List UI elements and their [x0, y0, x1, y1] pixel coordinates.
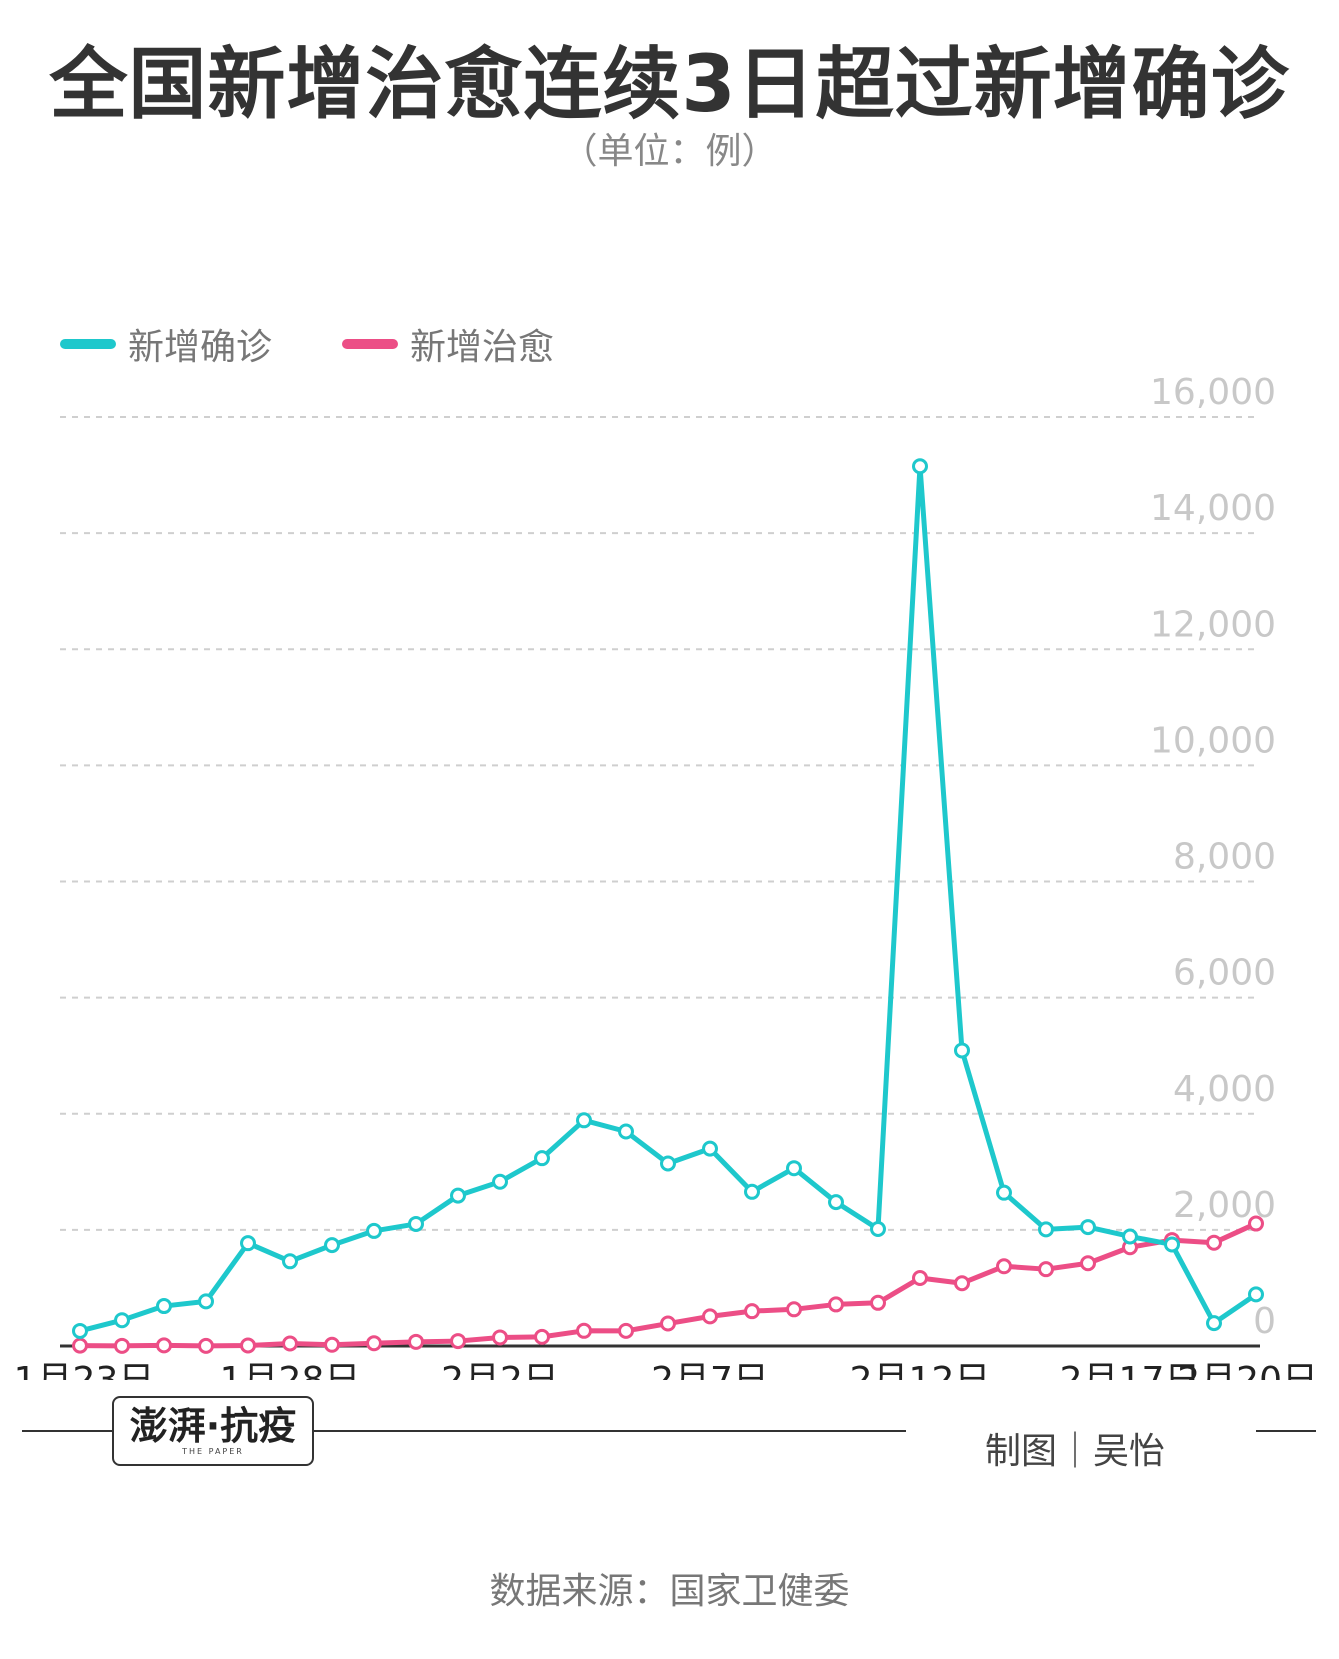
data-point	[282, 1335, 298, 1352]
data-point	[744, 1183, 760, 1200]
data-point	[450, 1187, 466, 1204]
data-point	[156, 1298, 172, 1315]
data-point	[702, 1140, 718, 1157]
x-tick-label: 1月28日	[220, 1360, 361, 1380]
brand-logo-text: 澎湃·抗疫	[129, 1404, 297, 1448]
data-point	[72, 1337, 88, 1354]
data-point	[240, 1235, 256, 1252]
data-point	[1038, 1221, 1054, 1238]
data-point	[324, 1336, 340, 1353]
line-chart: 02,0004,0006,0008,00010,00012,00014,0001…	[14, 372, 1318, 1380]
brand-logo: 澎湃·抗疫 THE PAPER	[112, 1396, 314, 1466]
data-point	[1248, 1286, 1264, 1303]
y-tick-label: 6,000	[1173, 953, 1276, 994]
data-point	[576, 1322, 592, 1339]
data-point	[870, 1221, 886, 1238]
legend-swatch-confirmed	[60, 339, 116, 349]
data-point	[828, 1194, 844, 1211]
data-point	[114, 1337, 130, 1354]
y-tick-label: 14,000	[1150, 488, 1276, 529]
chart-title: 全国新增治愈连续3日超过新增确诊	[49, 40, 1290, 130]
footer-divider-left	[22, 1430, 112, 1432]
data-point	[1248, 1215, 1264, 1232]
data-point	[618, 1322, 634, 1339]
data-point	[72, 1322, 88, 1339]
series-line	[77, 463, 1259, 1334]
data-point	[408, 1215, 424, 1232]
data-point	[492, 1173, 508, 1190]
data-point	[366, 1222, 382, 1239]
data-point	[534, 1150, 550, 1167]
x-tick-label: 2月12日	[850, 1360, 991, 1380]
data-point	[618, 1123, 634, 1140]
data-point	[240, 1337, 256, 1354]
data-point	[450, 1333, 466, 1350]
data-point	[198, 1293, 214, 1310]
legend-swatch-cured	[342, 339, 399, 349]
data-point	[786, 1301, 802, 1318]
chart-legend: 新增确诊 新增治愈	[60, 318, 624, 370]
x-tick-label: 2月2日	[441, 1360, 559, 1380]
y-tick-label: 8,000	[1173, 837, 1276, 878]
footer-divider-right	[1256, 1430, 1316, 1432]
data-point	[660, 1315, 676, 1332]
data-point	[912, 458, 928, 475]
data-point	[828, 1296, 844, 1313]
data-point	[534, 1328, 550, 1345]
data-point	[744, 1303, 760, 1320]
data-point	[114, 1312, 130, 1329]
data-point	[954, 1042, 970, 1059]
legend-label-cured: 新增治愈	[410, 327, 555, 368]
data-point	[702, 1308, 718, 1325]
data-point	[996, 1258, 1012, 1275]
y-tick-label: 12,000	[1150, 604, 1276, 645]
data-point	[912, 1270, 928, 1287]
chart-subtitle: （单位：例）	[561, 131, 778, 172]
data-point	[156, 1337, 172, 1354]
chart-credit: 制图｜吴怡	[985, 1431, 1166, 1472]
data-point	[576, 1112, 592, 1129]
data-point	[492, 1329, 508, 1346]
y-tick-label: 4,000	[1173, 1069, 1276, 1110]
data-point	[1080, 1219, 1096, 1236]
data-point	[408, 1333, 424, 1350]
brand-logo-subtext: THE PAPER	[182, 1447, 244, 1456]
data-point	[660, 1155, 676, 1172]
data-source: 数据来源：国家卫健委	[489, 1571, 850, 1612]
data-point	[954, 1275, 970, 1292]
x-tick-label: 2月17日	[1060, 1360, 1201, 1380]
data-point	[870, 1294, 886, 1311]
x-tick-label: 1月23日	[14, 1360, 155, 1380]
footer-divider-middle	[314, 1430, 906, 1432]
x-tick-label: 2月20日	[1177, 1360, 1318, 1380]
x-tick-label: 2月7日	[651, 1360, 769, 1380]
legend-item-cured: 新增治愈	[342, 318, 554, 370]
y-tick-label: 16,000	[1150, 372, 1276, 413]
y-tick-label: 0	[1253, 1301, 1276, 1342]
data-point	[366, 1335, 382, 1352]
data-point	[198, 1337, 214, 1354]
data-point	[996, 1184, 1012, 1201]
data-point	[1080, 1255, 1096, 1272]
data-point	[1206, 1234, 1222, 1251]
data-point	[1164, 1236, 1180, 1253]
data-point	[282, 1253, 298, 1270]
data-point	[786, 1160, 802, 1177]
data-point	[1206, 1315, 1222, 1332]
data-point	[324, 1237, 340, 1254]
legend-label-confirmed: 新增确诊	[128, 327, 273, 368]
data-point	[1122, 1228, 1138, 1245]
legend-item-confirmed: 新增确诊	[60, 318, 272, 370]
y-tick-label: 10,000	[1150, 720, 1276, 761]
data-point	[1038, 1261, 1054, 1278]
